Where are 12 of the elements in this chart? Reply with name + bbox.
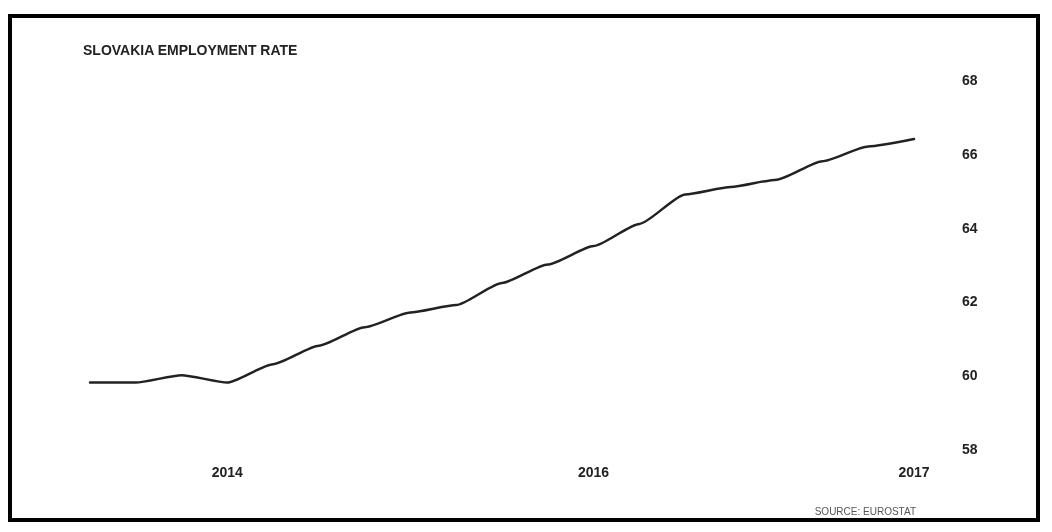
y-tick-label: 66	[962, 145, 978, 162]
y-tick-label: 68	[962, 72, 978, 88]
x-tick-label: 2017	[898, 464, 930, 480]
line-series	[88, 137, 916, 384]
x-tick-label: 2014	[211, 464, 244, 480]
source-note: SOURCE: EUROSTAT	[814, 505, 917, 517]
y-tick-label: 58	[962, 441, 978, 457]
y-tick-label: 64	[962, 219, 978, 236]
x-tick-label: 2016	[577, 464, 610, 480]
y-tick-label: 62	[962, 293, 978, 310]
y-tick-label: 60	[962, 367, 978, 384]
chart-title: SLOVAKIA EMPLOYMENT RATE	[83, 42, 298, 58]
